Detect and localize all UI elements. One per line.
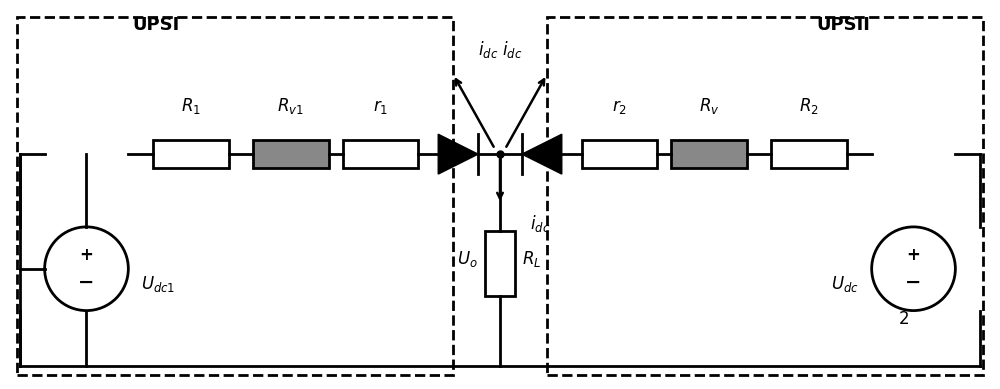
Text: UPSI: UPSI <box>133 16 180 33</box>
Bar <box>582 140 657 168</box>
Text: $U_o$: $U_o$ <box>457 249 478 269</box>
Text: $R_2$: $R_2$ <box>799 96 819 116</box>
Text: $R_1$: $R_1$ <box>181 96 201 116</box>
Bar <box>253 140 329 168</box>
Text: $R_v$: $R_v$ <box>699 96 720 116</box>
Text: $R_L$: $R_L$ <box>522 249 541 269</box>
Text: $2$: $2$ <box>898 310 909 328</box>
Text: $r_1$: $r_1$ <box>373 98 388 116</box>
Bar <box>485 231 515 296</box>
Polygon shape <box>522 134 562 174</box>
Text: +: + <box>907 246 920 264</box>
Bar <box>343 140 418 168</box>
Polygon shape <box>438 134 478 174</box>
Text: +: + <box>80 246 93 264</box>
Text: $R_{v1}$: $R_{v1}$ <box>277 96 304 116</box>
Bar <box>771 140 847 168</box>
Text: $U_{dc}$: $U_{dc}$ <box>831 274 859 294</box>
Text: −: − <box>905 273 922 292</box>
Text: $U_{dc1}$: $U_{dc1}$ <box>141 274 176 294</box>
Text: $i_{dc}$: $i_{dc}$ <box>530 214 550 235</box>
Text: $i_{dc}$: $i_{dc}$ <box>478 39 498 60</box>
Text: $i_{dc}$: $i_{dc}$ <box>502 39 522 60</box>
Bar <box>153 140 229 168</box>
Text: −: − <box>78 273 95 292</box>
Bar <box>17 17 453 375</box>
Bar <box>547 17 983 375</box>
Text: UPSII: UPSII <box>817 16 871 33</box>
Bar <box>671 140 747 168</box>
Text: $r_2$: $r_2$ <box>612 98 627 116</box>
